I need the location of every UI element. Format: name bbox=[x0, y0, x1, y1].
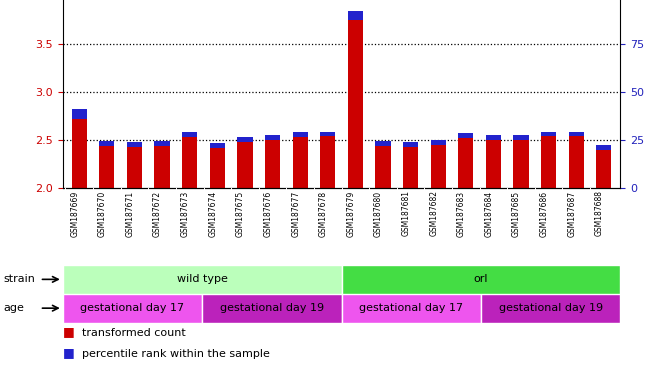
Bar bbox=[63, 265, 342, 294]
Text: GSM187669: GSM187669 bbox=[70, 190, 79, 237]
Bar bbox=[596, 150, 611, 188]
Bar bbox=[99, 141, 114, 146]
Text: GSM187683: GSM187683 bbox=[457, 190, 466, 237]
Bar bbox=[430, 145, 446, 188]
Bar bbox=[376, 141, 391, 146]
Bar bbox=[292, 132, 308, 137]
Bar bbox=[342, 265, 620, 294]
Bar bbox=[238, 142, 253, 188]
Text: GSM187679: GSM187679 bbox=[346, 190, 355, 237]
Text: GSM187676: GSM187676 bbox=[263, 190, 273, 237]
Bar bbox=[403, 142, 418, 147]
Bar bbox=[72, 119, 87, 188]
Text: GSM187681: GSM187681 bbox=[401, 190, 411, 237]
Bar bbox=[154, 146, 170, 188]
Bar bbox=[127, 147, 142, 188]
Bar bbox=[486, 140, 501, 188]
Text: age: age bbox=[3, 303, 24, 313]
Text: GSM187685: GSM187685 bbox=[512, 190, 521, 237]
Bar bbox=[569, 131, 584, 136]
Text: GSM187671: GSM187671 bbox=[125, 190, 135, 237]
Text: GSM187687: GSM187687 bbox=[567, 190, 576, 237]
Bar bbox=[127, 142, 142, 147]
Text: GSM187678: GSM187678 bbox=[319, 190, 328, 237]
Bar bbox=[513, 140, 529, 188]
Bar bbox=[182, 137, 197, 188]
Bar bbox=[182, 132, 197, 137]
Bar bbox=[458, 134, 473, 138]
Text: GSM187673: GSM187673 bbox=[181, 190, 189, 237]
Text: GSM187686: GSM187686 bbox=[540, 190, 548, 237]
Text: GSM187684: GSM187684 bbox=[484, 190, 494, 237]
Text: GSM187688: GSM187688 bbox=[595, 190, 604, 237]
Bar bbox=[320, 136, 335, 188]
Text: wild type: wild type bbox=[177, 274, 228, 285]
Bar bbox=[569, 136, 584, 188]
Text: ■: ■ bbox=[63, 325, 75, 338]
Text: orl: orl bbox=[474, 274, 488, 285]
Bar bbox=[486, 136, 501, 140]
Bar bbox=[481, 294, 620, 323]
Bar bbox=[458, 138, 473, 188]
Text: percentile rank within the sample: percentile rank within the sample bbox=[82, 349, 271, 359]
Bar bbox=[99, 146, 114, 188]
Bar bbox=[265, 140, 280, 188]
Text: gestational day 19: gestational day 19 bbox=[220, 303, 324, 313]
Text: GSM187675: GSM187675 bbox=[236, 190, 245, 237]
Bar bbox=[348, 20, 363, 188]
Bar bbox=[320, 131, 335, 136]
Bar bbox=[210, 143, 225, 148]
Text: GSM187682: GSM187682 bbox=[429, 190, 438, 237]
Bar bbox=[342, 294, 481, 323]
Bar bbox=[376, 146, 391, 188]
Text: transformed count: transformed count bbox=[82, 328, 186, 338]
Bar bbox=[596, 145, 611, 150]
Bar bbox=[63, 294, 202, 323]
Bar bbox=[541, 136, 556, 188]
Text: ■: ■ bbox=[63, 346, 75, 359]
Bar bbox=[430, 140, 446, 145]
Bar bbox=[210, 148, 225, 188]
Bar bbox=[541, 131, 556, 136]
Bar bbox=[238, 137, 253, 142]
Text: GSM187674: GSM187674 bbox=[209, 190, 217, 237]
Text: GSM187672: GSM187672 bbox=[153, 190, 162, 237]
Text: gestational day 17: gestational day 17 bbox=[359, 303, 463, 313]
Bar bbox=[154, 141, 170, 146]
Bar bbox=[513, 136, 529, 140]
Bar bbox=[292, 137, 308, 188]
Text: GSM187680: GSM187680 bbox=[374, 190, 383, 237]
Text: gestational day 19: gestational day 19 bbox=[498, 303, 603, 313]
Text: GSM187670: GSM187670 bbox=[98, 190, 107, 237]
Text: GSM187677: GSM187677 bbox=[291, 190, 300, 237]
Bar bbox=[265, 136, 280, 140]
Bar bbox=[202, 294, 342, 323]
Bar bbox=[403, 147, 418, 188]
Text: strain: strain bbox=[3, 274, 35, 285]
Bar bbox=[348, 10, 363, 20]
Bar bbox=[72, 109, 87, 119]
Text: gestational day 17: gestational day 17 bbox=[81, 303, 185, 313]
